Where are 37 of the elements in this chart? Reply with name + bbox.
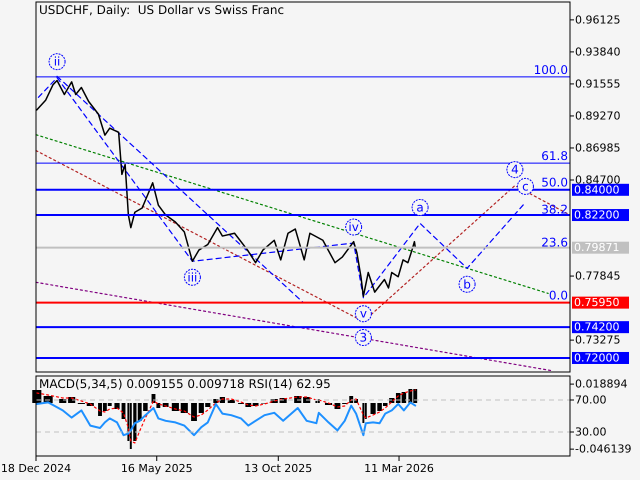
y-tick-label: 0.77845 [575,270,620,283]
y-tick-label: -0.046139 [575,442,632,456]
ref-line-label: 0.79871 [574,241,620,254]
y2-tick-label: 100.0 [534,62,568,77]
y2-tick-label: 50.0 [541,176,568,190]
x-tick-label: 18 Dec 2024 [0,462,72,475]
annotation: a [416,200,424,214]
y2-tick-label: 70.00 [575,394,606,406]
annotation: 3 [360,330,368,345]
annotation: v [360,306,367,321]
y2-tick-label: 38.2 [541,202,568,216]
chart-title: MACD(5,34,5) 0.009155 0.009718 RSI(14) 62.95 [39,377,331,391]
y-tick-label: 0.91555 [575,77,620,90]
y-tick-label: 0.73275 [575,334,620,347]
annotation: 4 [511,162,519,177]
y2-tick-label: 0.0 [548,288,568,303]
annotation: iii [187,270,198,284]
y2-tick-label: 23.6 [541,235,568,250]
ref-line-label: 0.82200 [574,208,620,222]
y-tick-label: 0.96125 [575,13,620,26]
annotation: ii [54,54,60,69]
chart-title: USDCHF, Daily: US Dollar vs Swiss Franc [39,3,284,17]
ref-line-label: 0.75950 [574,296,620,310]
annotation: c [522,179,529,194]
y2-tick-label: 30.00 [575,426,606,438]
ref-line-label: 0.74200 [574,320,620,334]
x-tick-label: 11 Mar 2026 [364,462,434,475]
y-tick-label: 0.93840 [575,45,620,58]
y-tick-label: 0.018894 [575,378,628,391]
y-tick-label: 0.86985 [575,141,620,154]
annotation: iv [348,220,359,234]
x-tick-label: 16 May 2025 [120,462,193,475]
y2-tick-label: 61.8 [541,149,568,164]
ref-line-label: 0.72000 [574,351,620,364]
annotation: b [463,277,471,292]
x-tick-label: 13 Oct 2025 [244,462,312,475]
y-tick-label: 0.89270 [575,109,620,122]
